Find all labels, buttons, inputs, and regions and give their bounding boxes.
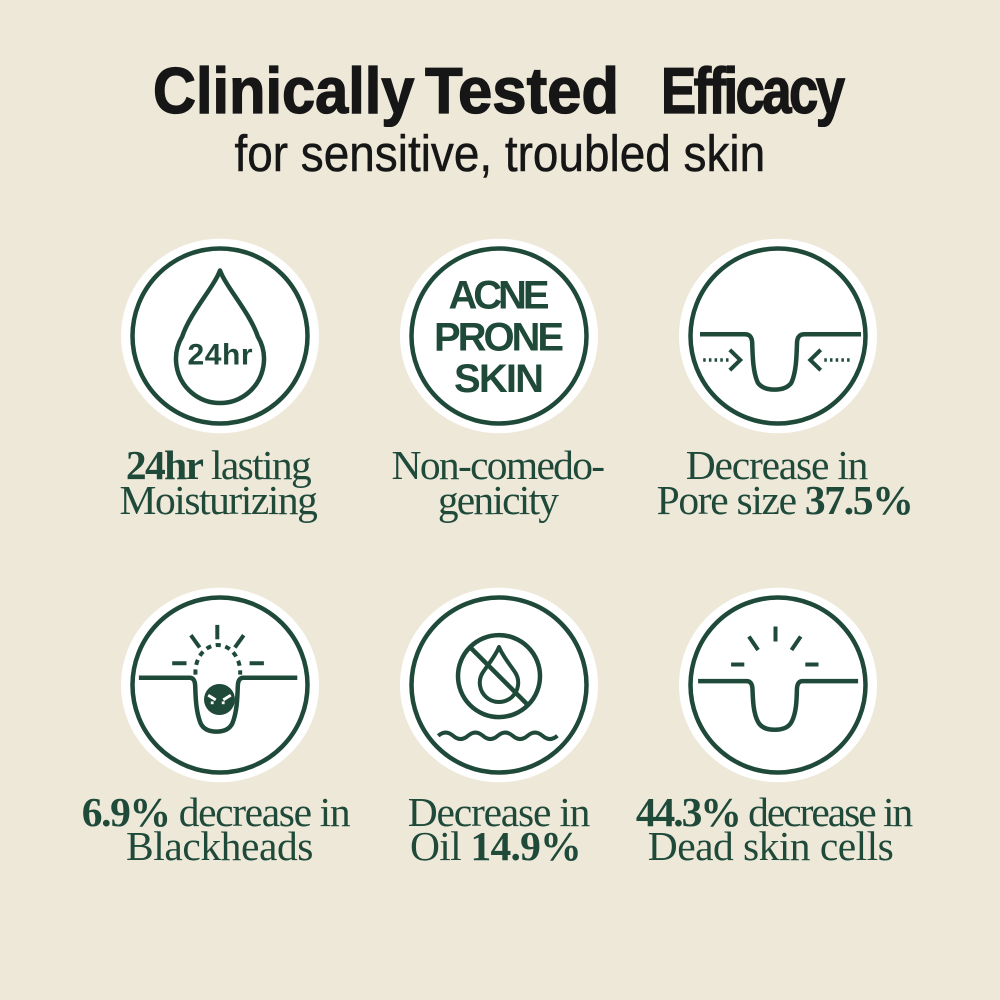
svg-text:24hr: 24hr	[187, 338, 252, 371]
svg-text:PRONE: PRONE	[434, 315, 564, 359]
svg-text:ACNE: ACNE	[448, 273, 549, 317]
svg-text:SKIN: SKIN	[454, 356, 544, 400]
